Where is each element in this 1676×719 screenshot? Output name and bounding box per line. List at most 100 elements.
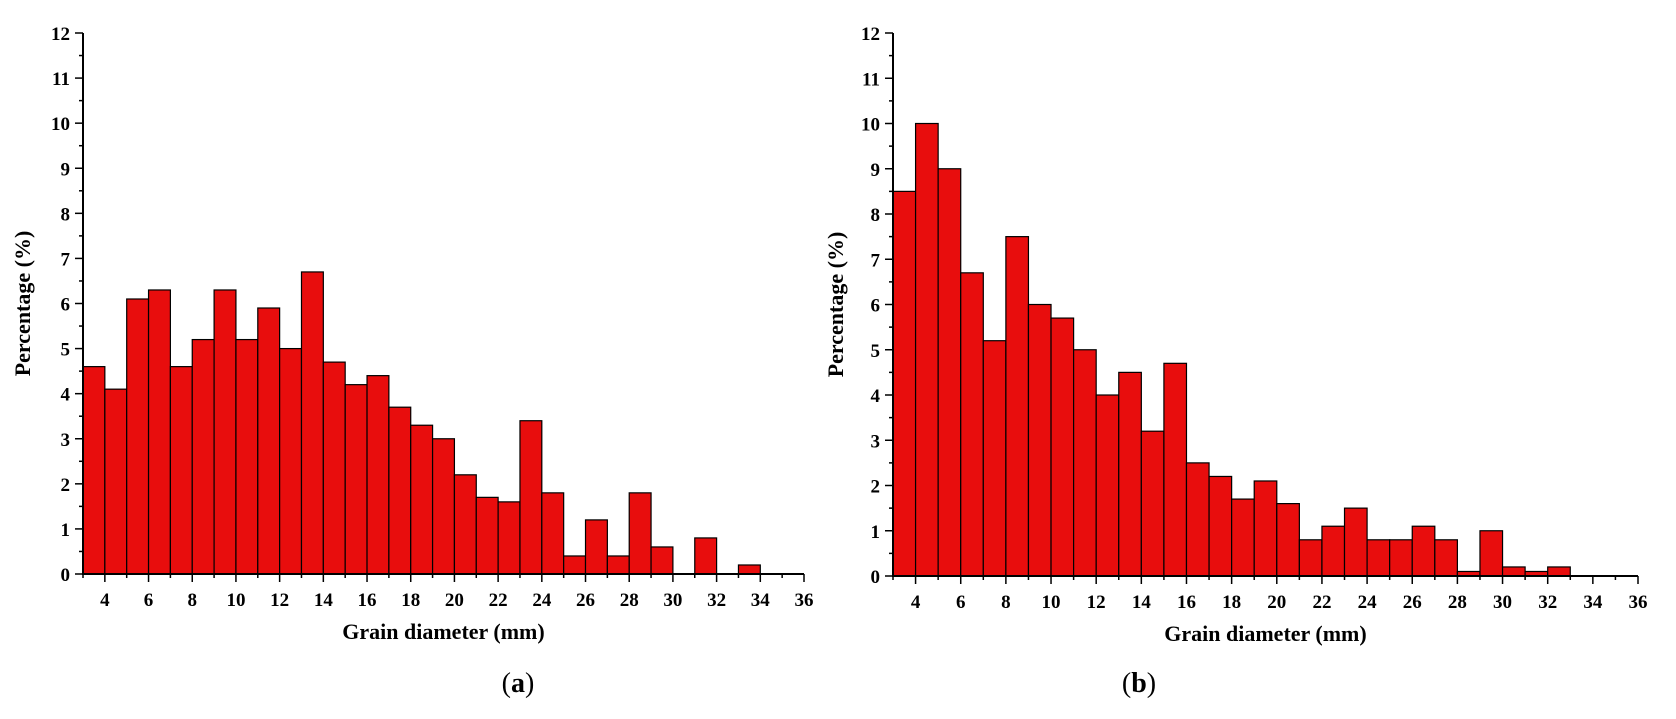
x-axis-title-b: Grain diameter (mm) xyxy=(1164,621,1366,646)
bar-b-14 xyxy=(1208,475,1233,577)
bar-b-11 xyxy=(1140,430,1165,577)
bar-b-10 xyxy=(1118,371,1142,577)
x-tick-label-a-26: 26 xyxy=(576,590,595,611)
y-axis-title-b: Percentage (%) xyxy=(823,232,848,378)
y-tick-label-a-8: 8 xyxy=(61,204,71,225)
bar-a-18 xyxy=(475,496,499,575)
y-axis-title-a: Percentage (%) xyxy=(10,231,35,377)
x-tick-label-b-30: 30 xyxy=(1493,592,1512,613)
y-tick-label-b-10: 10 xyxy=(861,115,880,136)
x-tick-label-a-34: 34 xyxy=(751,590,771,611)
bar-a-6 xyxy=(213,289,237,575)
bar-b-1 xyxy=(914,122,939,577)
y-tick-label-a-4: 4 xyxy=(61,385,71,406)
bar-a-4 xyxy=(169,366,193,575)
y-tick-label-a-2: 2 xyxy=(61,475,71,496)
bar-b-26 xyxy=(1479,530,1504,577)
x-tick-label-b-12: 12 xyxy=(1087,592,1106,613)
x-tick-label-a-14: 14 xyxy=(314,590,334,611)
y-tick-label-b-0: 0 xyxy=(871,567,881,588)
y-tick-label-a-0: 0 xyxy=(61,565,71,586)
x-tick-label-b-36: 36 xyxy=(1629,592,1648,613)
bar-b-15 xyxy=(1231,498,1255,577)
y-tick-label-b-2: 2 xyxy=(871,477,881,498)
bar-a-0 xyxy=(82,366,106,575)
bar-a-11 xyxy=(322,361,346,575)
bar-b-29 xyxy=(1547,566,1571,577)
bar-b-22 xyxy=(1389,539,1413,577)
x-tick-label-b-6: 6 xyxy=(956,592,966,613)
x-tick-label-a-12: 12 xyxy=(270,590,289,611)
x-tick-label-b-18: 18 xyxy=(1222,592,1241,613)
bar-b-3 xyxy=(960,272,984,577)
x-tick-label-b-14: 14 xyxy=(1132,592,1152,613)
panel-label-a: (a) xyxy=(502,668,535,699)
bar-a-21 xyxy=(541,492,565,575)
bar-a-17 xyxy=(453,474,477,575)
x-tick-label-a-20: 20 xyxy=(445,590,464,611)
bar-a-5 xyxy=(191,338,215,575)
y-tick-label-b-8: 8 xyxy=(871,205,881,226)
x-axis-title-a: Grain diameter (mm) xyxy=(342,619,544,644)
y-tick-label-a-9: 9 xyxy=(61,159,71,180)
y-tick-label-a-7: 7 xyxy=(61,249,71,270)
bar-a-14 xyxy=(388,406,412,575)
y-tick-label-a-6: 6 xyxy=(61,295,71,316)
bar-a-15 xyxy=(410,424,434,575)
x-tick-label-b-28: 28 xyxy=(1448,592,1467,613)
bar-b-2 xyxy=(937,168,962,577)
bar-a-28 xyxy=(694,537,718,575)
bar-a-7 xyxy=(235,338,259,575)
panel-letter-a: a xyxy=(511,668,525,699)
bar-b-8 xyxy=(1073,349,1097,577)
x-tick-label-a-10: 10 xyxy=(226,590,245,611)
x-tick-label-a-28: 28 xyxy=(620,590,639,611)
bar-b-16 xyxy=(1253,480,1278,577)
bar-a-8 xyxy=(257,307,281,575)
x-tick-label-b-32: 32 xyxy=(1538,592,1557,613)
x-tick-label-a-8: 8 xyxy=(187,590,197,611)
y-tick-label-a-12: 12 xyxy=(51,24,70,45)
bar-a-26 xyxy=(650,546,674,575)
bar-b-23 xyxy=(1411,525,1436,577)
bar-a-16 xyxy=(431,438,456,575)
y-tick-label-b-11: 11 xyxy=(862,69,880,90)
x-tick-label-a-4: 4 xyxy=(100,590,110,611)
x-tick-label-b-20: 20 xyxy=(1267,592,1286,613)
x-tick-label-a-18: 18 xyxy=(401,590,420,611)
bar-b-12 xyxy=(1163,362,1188,577)
y-tick-label-b-4: 4 xyxy=(871,386,881,407)
bar-b-0 xyxy=(892,190,917,577)
bar-b-13 xyxy=(1185,462,1210,577)
bar-a-12 xyxy=(344,384,368,575)
bar-a-25 xyxy=(628,492,652,575)
bar-b-21 xyxy=(1366,539,1391,577)
x-tick-label-a-6: 6 xyxy=(144,590,154,611)
bar-b-5 xyxy=(1005,236,1030,577)
y-tick-label-b-1: 1 xyxy=(871,522,881,543)
x-tick-label-b-8: 8 xyxy=(1001,592,1011,613)
bar-a-24 xyxy=(606,555,630,575)
bar-b-27 xyxy=(1501,566,1526,577)
y-tick-label-a-5: 5 xyxy=(61,340,71,361)
bar-b-20 xyxy=(1343,507,1368,577)
bar-b-4 xyxy=(982,340,1007,577)
panel-label-b: (b) xyxy=(1122,668,1156,699)
x-tick-label-b-24: 24 xyxy=(1358,592,1378,613)
bar-a-19 xyxy=(497,501,521,575)
bar-a-1 xyxy=(104,388,128,575)
bar-b-19 xyxy=(1321,525,1346,577)
x-tick-label-b-10: 10 xyxy=(1042,592,1061,613)
x-tick-label-b-34: 34 xyxy=(1583,592,1603,613)
x-tick-label-b-4: 4 xyxy=(911,592,921,613)
x-tick-label-a-32: 32 xyxy=(707,590,726,611)
bar-b-7 xyxy=(1050,317,1075,577)
x-tick-label-b-22: 22 xyxy=(1312,592,1331,613)
x-tick-label-b-16: 16 xyxy=(1177,592,1196,613)
y-tick-label-a-11: 11 xyxy=(52,69,70,90)
y-tick-label-b-3: 3 xyxy=(871,431,881,452)
y-tick-label-a-1: 1 xyxy=(61,520,71,541)
